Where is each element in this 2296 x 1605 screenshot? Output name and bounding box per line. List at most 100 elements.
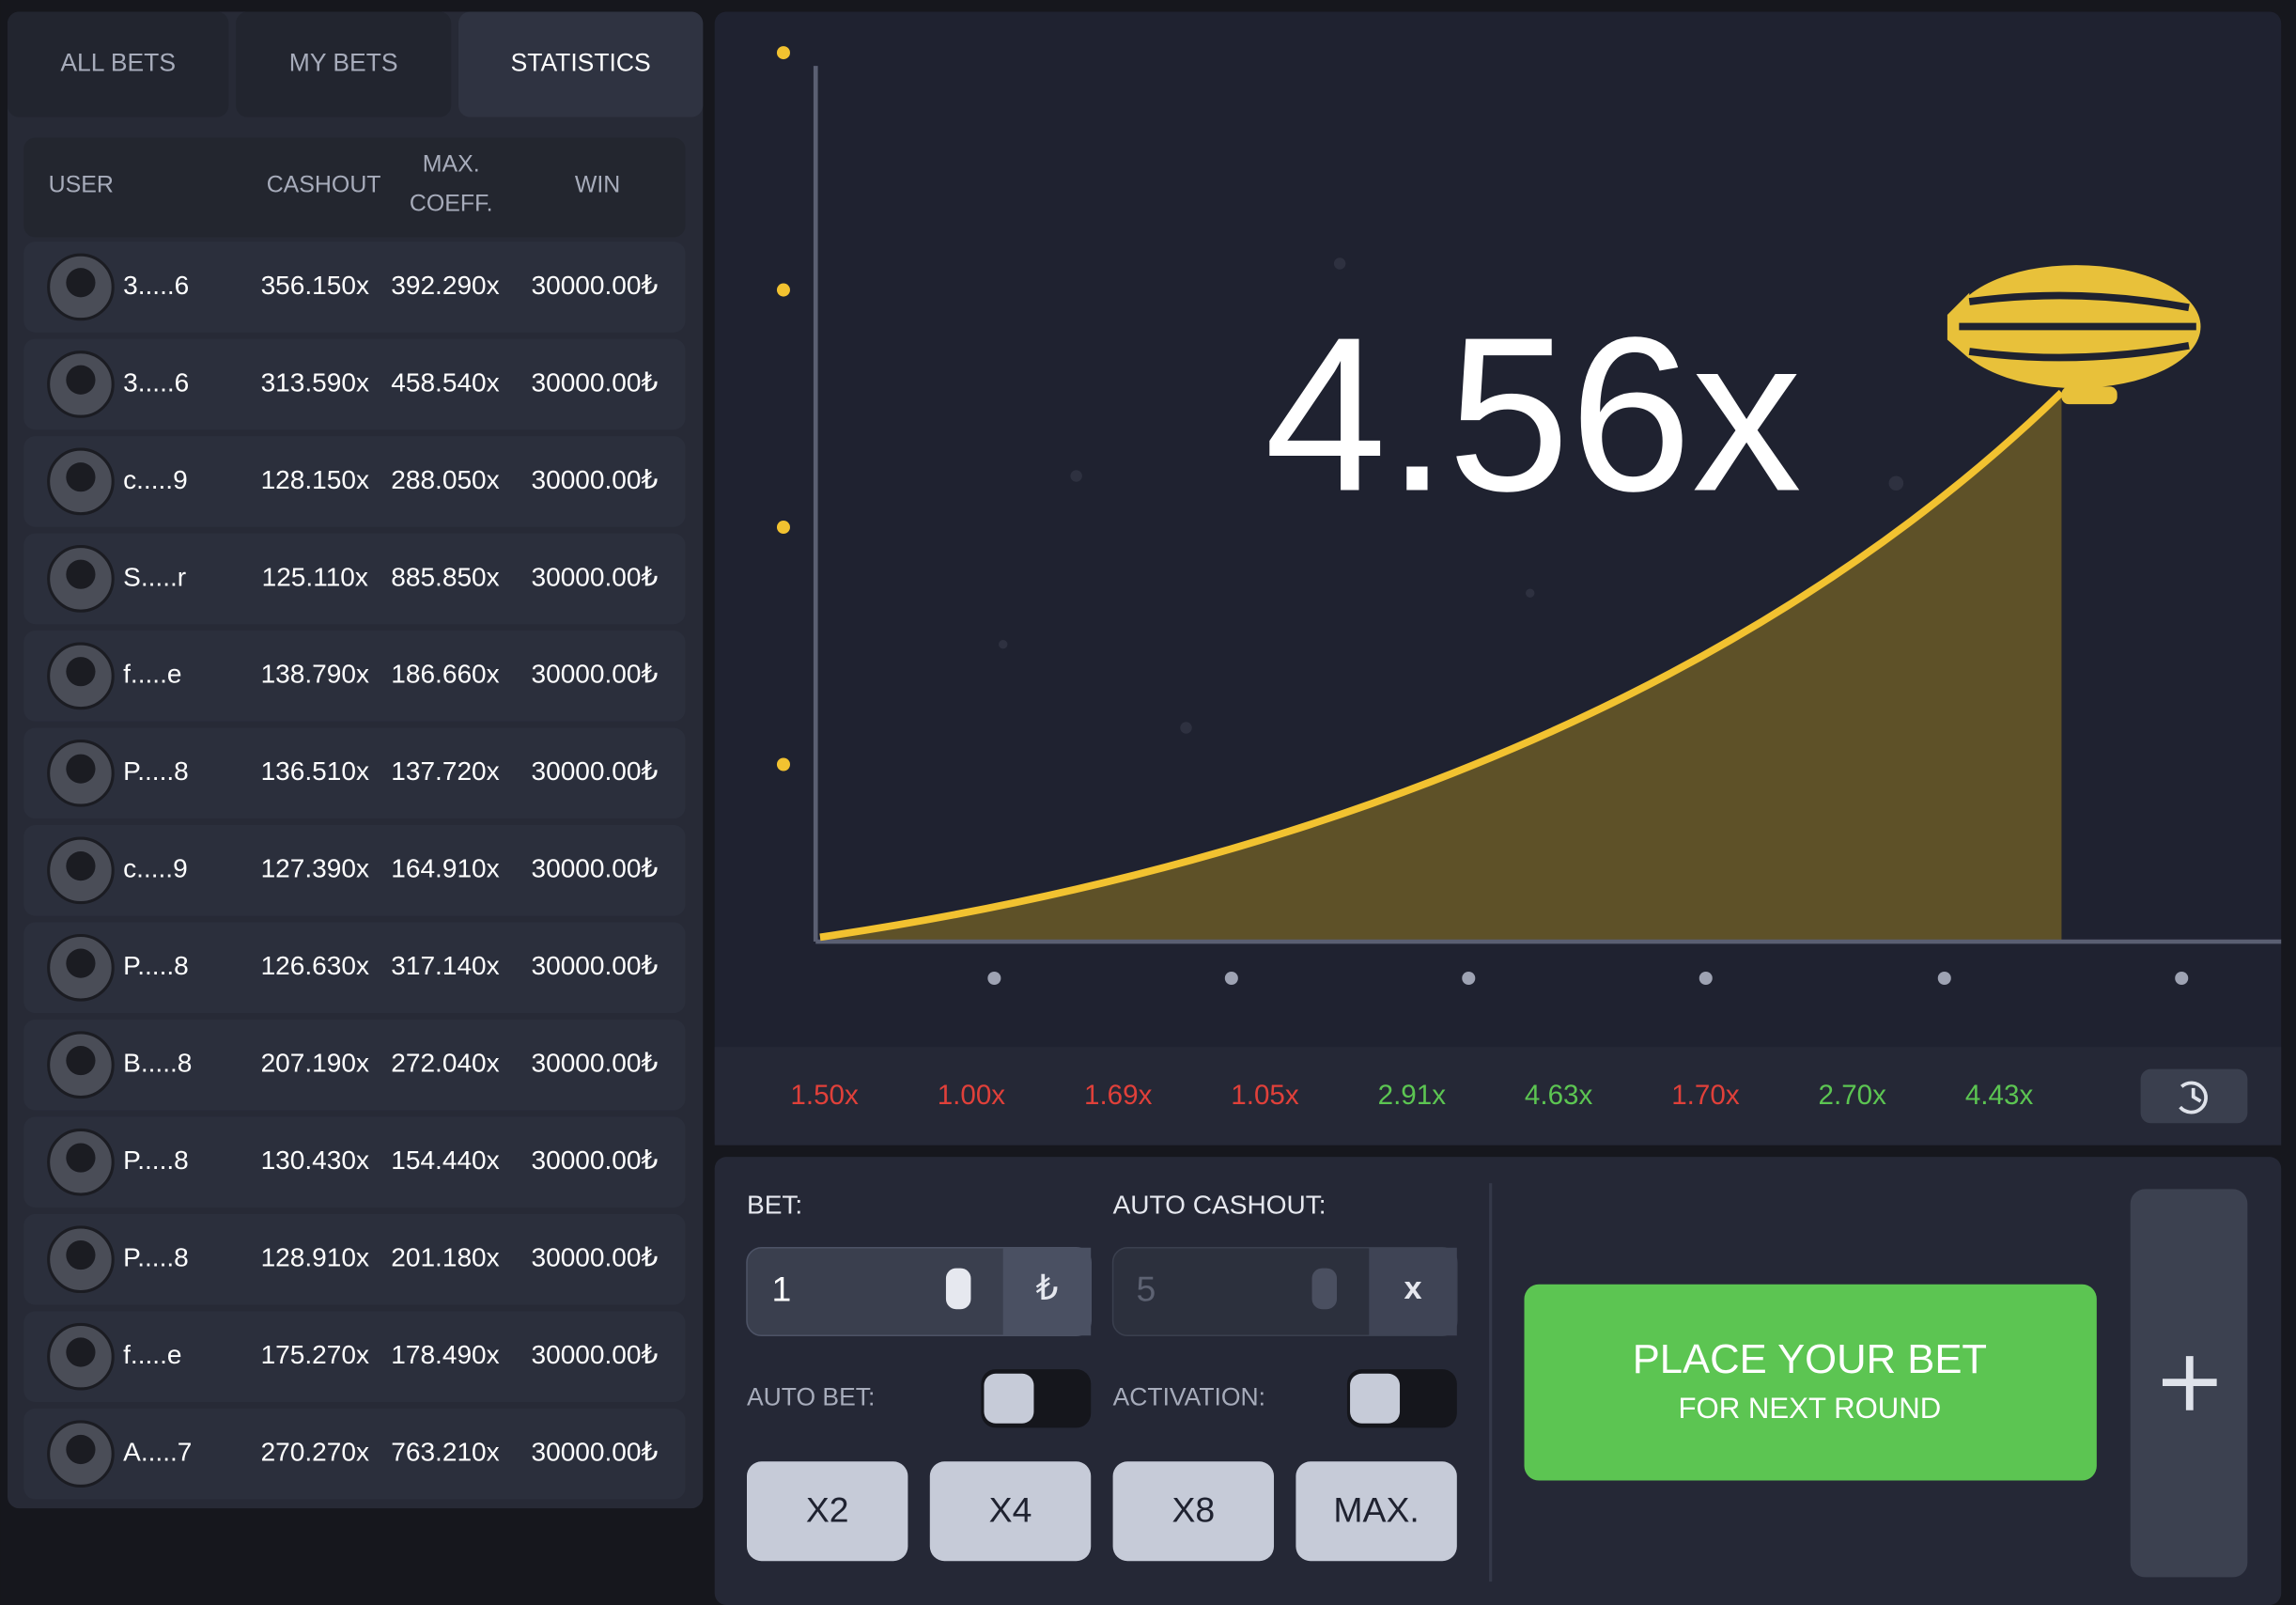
multiplier: 4.56x [1264, 290, 1802, 537]
win: 30000.00₺ [532, 465, 659, 494]
max-coeff: 137.720x [391, 756, 499, 786]
max-coeff: 178.490x [391, 1340, 499, 1369]
avatar-face [66, 1143, 96, 1173]
quick-button-label: X8 [1171, 1490, 1215, 1530]
tab-label: MY BETS [289, 49, 398, 77]
quick-button-label: X2 [806, 1490, 849, 1530]
tab[interactable] [458, 11, 704, 117]
avatar-face [66, 1239, 96, 1270]
bet-value: 1 [771, 1269, 791, 1308]
avatar-face [66, 559, 96, 589]
user: P.....8 [123, 1243, 189, 1272]
place-bet-title: PLACE YOUR BET [1633, 1337, 1987, 1382]
currency: ₺ [1036, 1268, 1059, 1307]
avatar-face [66, 462, 96, 492]
bet-row [23, 1019, 686, 1111]
history-item: 1.00x [938, 1080, 1006, 1111]
win: 30000.00₺ [532, 367, 659, 397]
history-item: 4.43x [1965, 1080, 2034, 1111]
stepper[interactable] [945, 1268, 971, 1310]
bet-row [23, 922, 686, 1014]
quick-button-label: X4 [989, 1490, 1032, 1530]
max-coeff: 154.440x [391, 1145, 499, 1175]
history-item: 1.70x [1671, 1080, 1740, 1111]
quick-button-label: MAX. [1333, 1490, 1419, 1530]
win: 30000.00₺ [532, 1438, 659, 1467]
bet-row [23, 436, 686, 527]
win: 30000.00₺ [532, 660, 659, 689]
toggle-knob [984, 1373, 1034, 1424]
quick-button[interactable] [747, 1461, 908, 1562]
avatar-face [66, 365, 96, 395]
win: 30000.00₺ [532, 854, 659, 883]
history-bar [714, 1047, 2282, 1145]
win: 30000.00₺ [532, 1243, 659, 1272]
currency-box [1002, 1247, 1092, 1336]
cashout: 313.590x [261, 367, 369, 397]
avatar-face [66, 948, 96, 978]
win: 30000.00₺ [532, 271, 659, 300]
cashout: 127.390x [261, 854, 369, 883]
auto-cashout-label: AUTO CASHOUT: [1113, 1191, 1326, 1220]
win: 30000.00₺ [532, 562, 659, 591]
user: c.....9 [123, 465, 188, 494]
bet-row [23, 824, 686, 916]
bet-row [23, 1311, 686, 1403]
header-max-coeff: COEFF. [410, 191, 493, 217]
cashout: 128.910x [261, 1243, 369, 1272]
unit-box [1369, 1247, 1457, 1336]
max-coeff: 272.040x [391, 1049, 499, 1078]
max-coeff: 392.290x [391, 271, 499, 300]
cashout: 126.630x [261, 951, 369, 980]
win: 30000.00₺ [532, 756, 659, 786]
cashout: 125.110x [262, 562, 368, 591]
toggle-knob [1350, 1373, 1401, 1424]
max-coeff: 885.850x [391, 562, 499, 591]
history-icon [2179, 1081, 2208, 1114]
table-header [23, 137, 686, 238]
max-coeff: 288.050x [391, 465, 499, 494]
avatar-face [66, 268, 96, 298]
header-user: USER [49, 171, 114, 197]
quick-button[interactable] [1112, 1461, 1275, 1562]
history-item: 1.50x [790, 1080, 859, 1111]
bet-row [23, 1213, 686, 1305]
user: c.....9 [123, 854, 188, 883]
tab[interactable] [8, 11, 229, 117]
win: 30000.00₺ [532, 1340, 659, 1369]
history-item: 4.63x [1525, 1080, 1593, 1111]
place-bet-button[interactable] [1524, 1284, 2097, 1481]
cashout: 207.190x [261, 1049, 369, 1078]
bet-row [23, 338, 686, 430]
max-coeff: 164.910x [391, 854, 499, 883]
bet-row [23, 533, 686, 625]
win: 30000.00₺ [532, 1049, 659, 1078]
user: f.....e [123, 1340, 181, 1369]
bet-row [23, 242, 686, 333]
tab[interactable] [236, 11, 452, 117]
user: 3.....6 [123, 271, 189, 300]
zeppelin [1947, 265, 2201, 405]
quick-button[interactable] [929, 1461, 1092, 1562]
user: B.....8 [123, 1049, 192, 1078]
header-win: WIN [575, 171, 620, 197]
user: P.....8 [123, 951, 189, 980]
max-coeff: 201.180x [391, 1243, 499, 1272]
max-coeff: 317.140x [391, 951, 499, 980]
user: A.....7 [123, 1438, 192, 1467]
history-item: 2.91x [1378, 1080, 1447, 1111]
tab-label: ALL BETS [60, 49, 176, 77]
bet-label: BET: [747, 1191, 802, 1220]
bet-row [23, 1116, 686, 1208]
avatar-face [66, 1046, 96, 1076]
plus-icon [2162, 1356, 2217, 1410]
quick-button[interactable] [1295, 1461, 1457, 1562]
curve-area [819, 392, 2062, 943]
header-cashout: CASHOUT [267, 171, 381, 197]
max-coeff: 458.540x [391, 367, 499, 397]
cashout: 130.430x [261, 1145, 369, 1175]
user: P.....8 [123, 756, 189, 786]
max-coeff: 763.210x [391, 1438, 499, 1467]
